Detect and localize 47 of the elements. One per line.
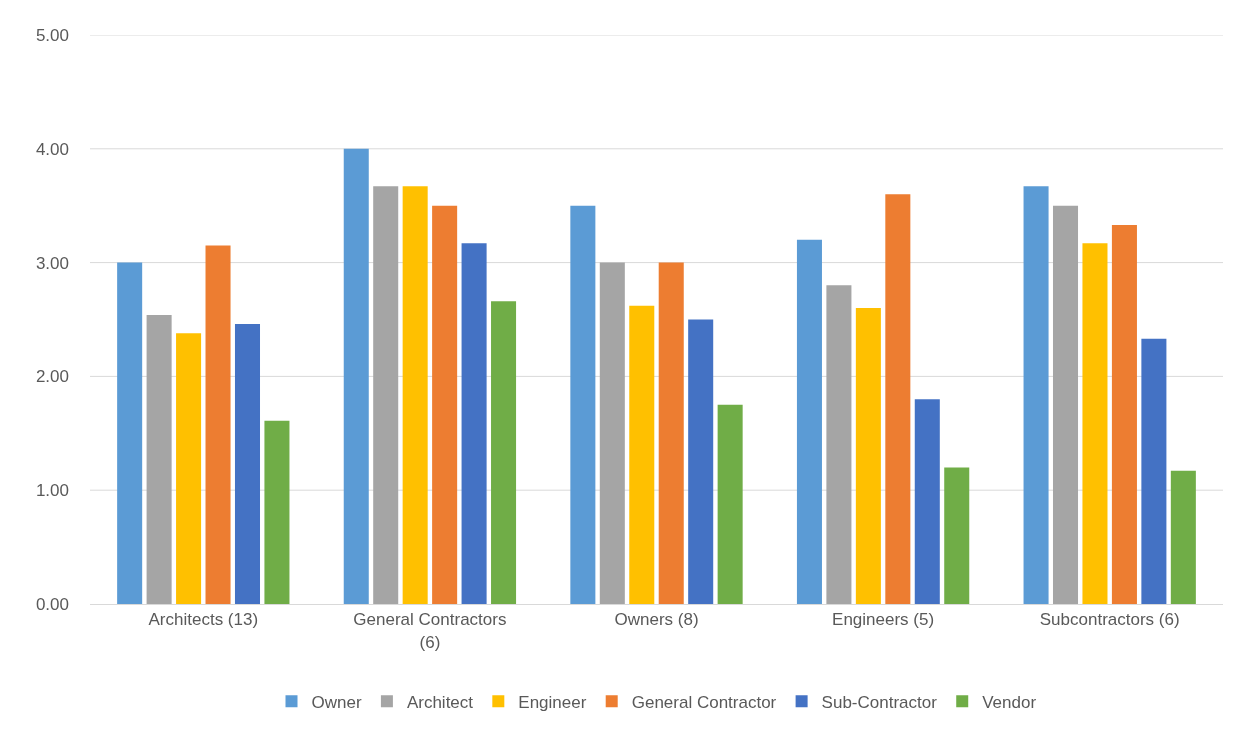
bar bbox=[826, 285, 852, 604]
bar bbox=[570, 205, 596, 604]
bar bbox=[1170, 470, 1196, 604]
bar bbox=[599, 262, 625, 604]
legend-label: Owner bbox=[311, 692, 362, 712]
bar bbox=[176, 333, 202, 604]
x-tick-label: General Contractors (6) bbox=[353, 610, 507, 652]
bar bbox=[944, 467, 970, 604]
y-tick-label: 5.00 bbox=[35, 25, 69, 45]
bar bbox=[629, 305, 655, 604]
bar bbox=[658, 262, 684, 604]
bar bbox=[1082, 243, 1108, 604]
y-tick-label: 3.00 bbox=[35, 253, 69, 273]
bar bbox=[914, 399, 940, 604]
bar bbox=[264, 420, 290, 604]
bar bbox=[491, 301, 517, 604]
x-tick-label: Owners (8) bbox=[614, 610, 699, 630]
bar bbox=[1023, 186, 1049, 604]
bar bbox=[146, 314, 172, 604]
bar bbox=[717, 404, 743, 604]
bar bbox=[1111, 225, 1137, 604]
legend-label: Architect bbox=[406, 692, 474, 712]
bar bbox=[1141, 338, 1167, 604]
bar bbox=[796, 239, 822, 604]
legend-label: Sub-Contractor bbox=[821, 692, 938, 712]
legend-label: Engineer bbox=[518, 692, 587, 712]
bar bbox=[402, 186, 428, 604]
y-tick-label: 0.00 bbox=[35, 594, 69, 614]
bar bbox=[205, 245, 231, 604]
bar bbox=[1052, 205, 1079, 604]
bar bbox=[432, 205, 458, 604]
x-tick-label: Architects (13) bbox=[148, 610, 259, 630]
y-tick-label: 1.00 bbox=[35, 481, 69, 501]
bar bbox=[461, 243, 487, 604]
bar bbox=[688, 319, 714, 604]
bar bbox=[373, 186, 399, 604]
legend-label: Vendor bbox=[982, 692, 1037, 712]
bar bbox=[855, 308, 881, 604]
x-tick-label: Subcontractors (6) bbox=[1039, 610, 1180, 630]
bar bbox=[343, 148, 369, 604]
bar bbox=[234, 324, 261, 604]
bar bbox=[117, 262, 143, 604]
legend-label: General Contractor bbox=[631, 692, 777, 712]
x-tick-label: Engineers (5) bbox=[832, 610, 935, 630]
y-tick-label: 4.00 bbox=[35, 139, 69, 159]
bar bbox=[885, 194, 911, 604]
y-tick-label: 2.00 bbox=[35, 367, 69, 387]
